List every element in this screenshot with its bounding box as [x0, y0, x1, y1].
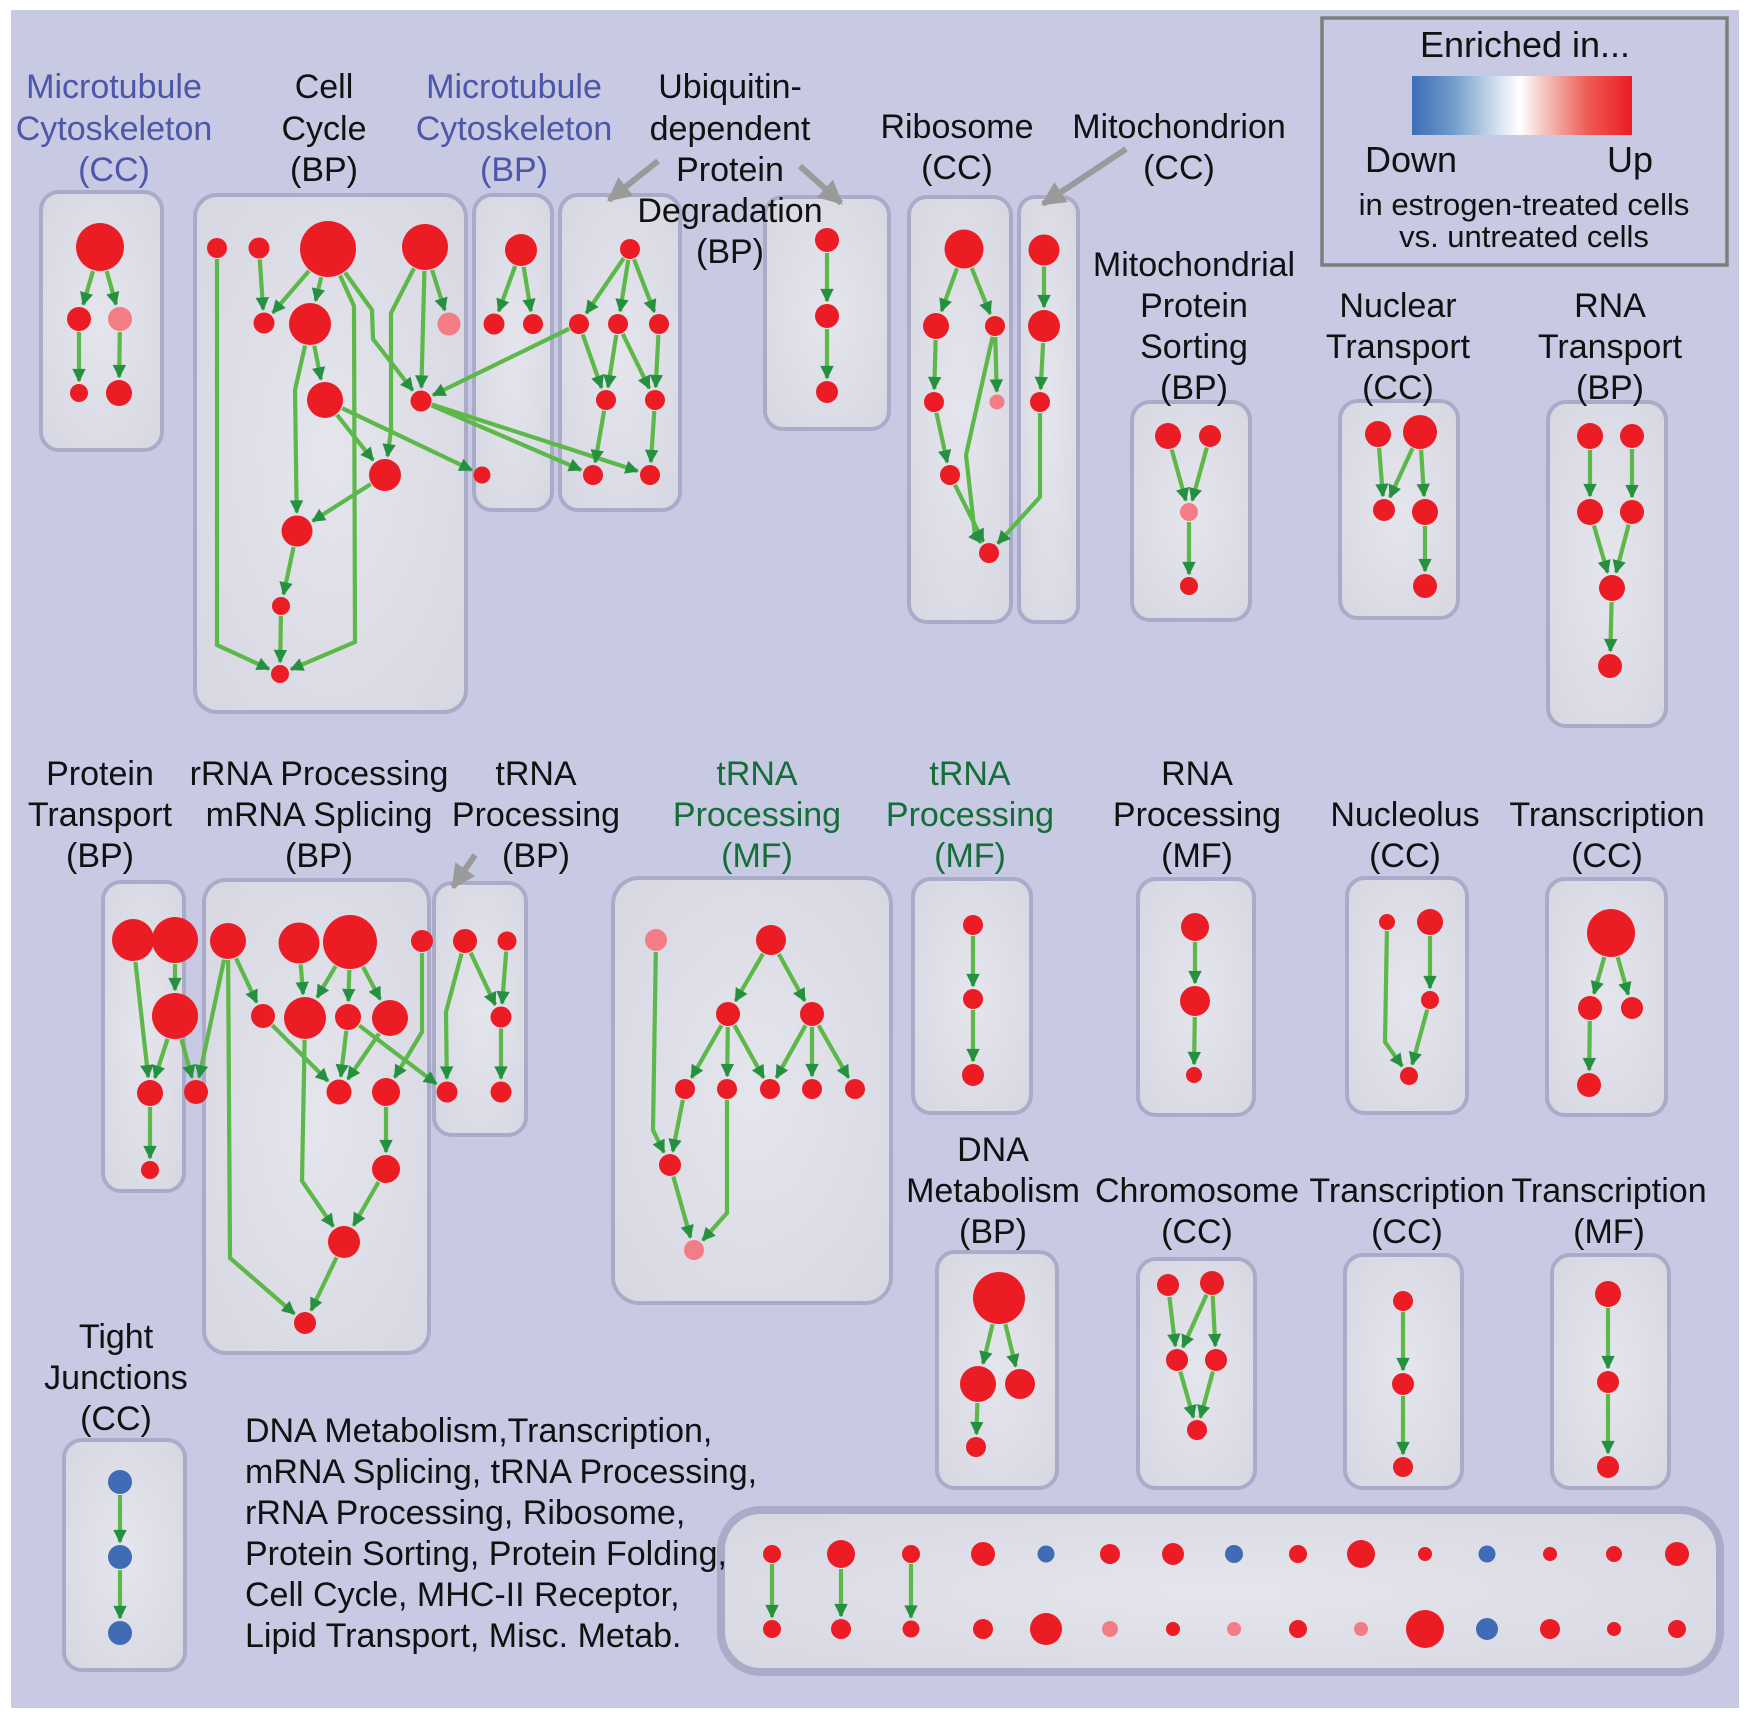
svg-text:Degradation: Degradation — [637, 192, 822, 230]
svg-text:Processing: Processing — [673, 796, 841, 834]
svg-text:in estrogen-treated cells: in estrogen-treated cells — [1359, 187, 1690, 222]
svg-text:Transcription: Transcription — [1509, 796, 1704, 834]
svg-text:Cytoskeleton: Cytoskeleton — [416, 110, 613, 148]
svg-text:tRNA: tRNA — [716, 755, 798, 793]
svg-text:Mitochondrion: Mitochondrion — [1072, 108, 1286, 146]
svg-text:Transport: Transport — [28, 796, 173, 834]
svg-text:(MF): (MF) — [934, 837, 1006, 875]
svg-text:(CC): (CC) — [78, 151, 150, 189]
svg-text:Processing: Processing — [1113, 796, 1281, 834]
svg-text:Tight: Tight — [79, 1318, 154, 1356]
svg-text:Processing: Processing — [452, 796, 620, 834]
svg-text:(CC): (CC) — [1362, 369, 1434, 407]
svg-text:RNA: RNA — [1574, 287, 1646, 325]
svg-text:(BP): (BP) — [696, 233, 764, 271]
svg-text:Cytoskeleton: Cytoskeleton — [16, 110, 213, 148]
svg-text:Junctions: Junctions — [44, 1359, 188, 1397]
svg-text:(CC): (CC) — [1571, 837, 1643, 875]
svg-text:Cycle: Cycle — [281, 110, 366, 148]
svg-text:DNA: DNA — [957, 1131, 1029, 1169]
svg-text:dependent: dependent — [650, 110, 811, 148]
svg-text:mRNA Splicing, tRNA Processing: mRNA Splicing, tRNA Processing, — [245, 1453, 757, 1491]
svg-text:Cell Cycle, MHC-II Receptor,: Cell Cycle, MHC-II Receptor, — [245, 1576, 680, 1614]
svg-text:Ubiquitin-: Ubiquitin- — [658, 68, 802, 106]
svg-text:Microtubule: Microtubule — [26, 68, 202, 106]
svg-text:(BP): (BP) — [480, 151, 548, 189]
svg-text:(BP): (BP) — [502, 837, 570, 875]
svg-text:RNA: RNA — [1161, 755, 1233, 793]
svg-text:Protein Sorting, Protein Foldi: Protein Sorting, Protein Folding, — [245, 1535, 727, 1573]
svg-text:Transport: Transport — [1326, 328, 1471, 366]
svg-text:(CC): (CC) — [1371, 1213, 1443, 1251]
svg-text:Transcription: Transcription — [1309, 1172, 1504, 1210]
svg-text:(BP): (BP) — [66, 837, 134, 875]
svg-text:(BP): (BP) — [285, 837, 353, 875]
svg-text:Transport: Transport — [1538, 328, 1683, 366]
svg-text:Enriched in...: Enriched in... — [1420, 24, 1630, 65]
svg-text:Protein: Protein — [46, 755, 154, 793]
svg-text:(MF): (MF) — [1161, 837, 1233, 875]
svg-text:rRNA Processing, Ribosome,: rRNA Processing, Ribosome, — [245, 1494, 685, 1532]
svg-text:(CC): (CC) — [1143, 149, 1215, 187]
svg-text:Ribosome: Ribosome — [880, 108, 1033, 146]
svg-text:Metabolism: Metabolism — [906, 1172, 1080, 1210]
svg-text:(BP): (BP) — [290, 151, 358, 189]
svg-text:Chromosome: Chromosome — [1095, 1172, 1299, 1210]
svg-text:rRNA Processing: rRNA Processing — [190, 755, 449, 793]
svg-text:(BP): (BP) — [1160, 369, 1228, 407]
svg-text:Protein: Protein — [676, 151, 784, 189]
svg-text:(BP): (BP) — [959, 1213, 1027, 1251]
svg-text:(MF): (MF) — [721, 837, 793, 875]
svg-text:(CC): (CC) — [1161, 1213, 1233, 1251]
svg-text:tRNA: tRNA — [495, 755, 577, 793]
svg-text:Protein: Protein — [1140, 287, 1248, 325]
svg-text:vs. untreated cells: vs. untreated cells — [1399, 219, 1649, 254]
svg-text:(MF): (MF) — [1573, 1213, 1645, 1251]
svg-text:Down: Down — [1365, 139, 1457, 180]
svg-text:tRNA: tRNA — [929, 755, 1011, 793]
svg-text:(CC): (CC) — [1369, 837, 1441, 875]
svg-text:Lipid Transport, Misc. Metab.: Lipid Transport, Misc. Metab. — [245, 1617, 682, 1655]
svg-text:Nucleolus: Nucleolus — [1330, 796, 1479, 834]
svg-text:DNA Metabolism,Transcription,: DNA Metabolism,Transcription, — [245, 1412, 712, 1450]
svg-text:Microtubule: Microtubule — [426, 68, 602, 106]
svg-text:mRNA Splicing: mRNA Splicing — [206, 796, 433, 834]
svg-text:Nuclear: Nuclear — [1339, 287, 1456, 325]
svg-text:(BP): (BP) — [1576, 369, 1644, 407]
svg-text:Cell: Cell — [295, 68, 354, 106]
svg-text:Up: Up — [1607, 139, 1653, 180]
svg-text:Sorting: Sorting — [1140, 328, 1248, 366]
svg-text:Mitochondrial: Mitochondrial — [1093, 246, 1295, 284]
svg-text:Processing: Processing — [886, 796, 1054, 834]
svg-text:Transcription: Transcription — [1511, 1172, 1706, 1210]
svg-text:(CC): (CC) — [80, 1400, 152, 1438]
svg-text:(CC): (CC) — [921, 149, 993, 187]
